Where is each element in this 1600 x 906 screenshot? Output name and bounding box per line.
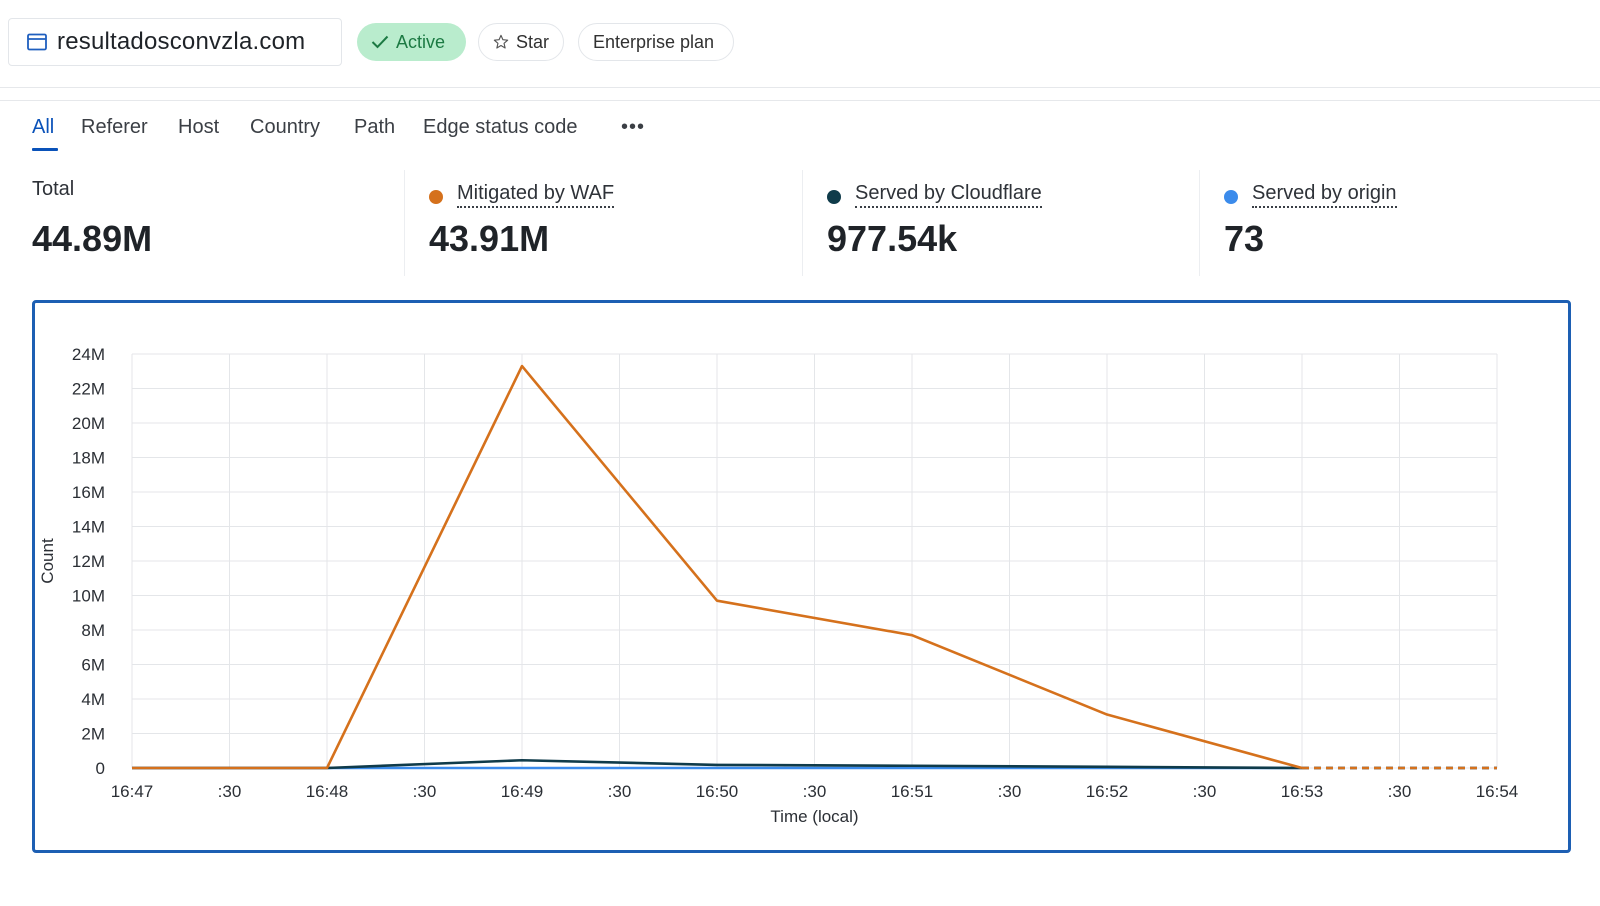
x-tick-label: 16:48: [306, 782, 349, 801]
y-tick-label: 16M: [72, 483, 105, 502]
stat-separator: [1199, 170, 1200, 276]
chart-canvas: 0 2M 4M 6M 8M 10M 12M 14M 16M 18M 20M 22M 24M 16:47 :3…: [38, 345, 1519, 826]
tabs-divider: [0, 100, 1600, 101]
stat-served-by-origin: Served by origin 73: [1200, 170, 1600, 276]
x-tick-label: 16:52: [1086, 782, 1129, 801]
stat-value: 43.91M: [429, 218, 550, 259]
header-divider: [0, 87, 1600, 88]
ellipsis-icon[interactable]: •••: [621, 116, 646, 138]
stat-separator: [404, 170, 405, 276]
tab-referer[interactable]: Referer: [81, 116, 148, 138]
stat-label: Total: [32, 178, 75, 200]
x-tick-label: 16:51: [891, 782, 934, 801]
y-tick-label: 22M: [72, 380, 105, 399]
plan-label: Enterprise plan: [593, 31, 715, 52]
stat-separator: [802, 170, 803, 276]
star-button[interactable]: Star: [478, 23, 564, 61]
status-badge: Active: [357, 23, 466, 61]
y-tick-label: 20M: [72, 414, 105, 433]
tab-host[interactable]: Host: [178, 116, 220, 138]
star-label: Star: [515, 31, 549, 52]
stat-mitigated-by-waf: Mitigated by WAF 43.91M: [405, 170, 802, 276]
stat-served-by-cloudflare: Served by Cloudflare 977.54k: [803, 170, 1199, 276]
tab-edge-status-code[interactable]: Edge status code: [423, 116, 578, 138]
stat-label[interactable]: Mitigated by WAF: [457, 182, 615, 208]
origin-legend-dot: [1224, 190, 1238, 204]
y-tick-label: 10M: [72, 587, 105, 606]
y-tick-label: 8M: [81, 621, 105, 640]
y-tick-label: 24M: [72, 345, 105, 364]
stat-label[interactable]: Served by Cloudflare: [855, 182, 1042, 208]
x-tick-label: :30: [608, 782, 632, 801]
zone-header: resultadosconvzla.com Active Star Enterp…: [0, 0, 1600, 88]
y-tick-label: 6M: [81, 656, 105, 675]
stat-total: Total 44.89M: [0, 170, 404, 276]
traffic-chart[interactable]: 0 2M 4M 6M 8M 10M 12M 14M 16M 18M 20M 22M 24M 16:47 :3…: [32, 300, 1571, 853]
x-tick-label: :30: [803, 782, 827, 801]
y-tick-label: 14M: [72, 518, 105, 537]
domain-name: resultadosconvzla.com: [57, 28, 306, 55]
stat-value: 73: [1224, 218, 1265, 259]
cloudflare-legend-dot: [827, 190, 841, 204]
star-icon: [493, 34, 509, 49]
y-tick-label: 0: [96, 759, 105, 778]
y-axis-title: Count: [38, 538, 57, 584]
stat-label[interactable]: Served by origin: [1252, 182, 1397, 208]
browser-window-icon: [27, 33, 47, 51]
y-tick-label: 2M: [81, 725, 105, 744]
x-tick-label: :30: [998, 782, 1022, 801]
x-tick-label: 16:53: [1281, 782, 1324, 801]
checkmark-icon: [371, 35, 389, 49]
y-tick-label: 4M: [81, 690, 105, 709]
x-tick-label: 16:50: [696, 782, 739, 801]
waf-legend-dot: [429, 190, 443, 204]
series-line-mitigated-by-waf: [132, 364, 1303, 770]
x-tick-label: :30: [1388, 782, 1412, 801]
plan-badge[interactable]: Enterprise plan: [578, 23, 734, 61]
stats-row: Total 44.89M Mitigated by WAF 43.91M Ser…: [0, 170, 1600, 276]
x-tick-label: 16:49: [501, 782, 544, 801]
tab-country[interactable]: Country: [250, 116, 321, 138]
x-tick-label: 16:47: [111, 782, 154, 801]
y-tick-label: 18M: [72, 449, 105, 468]
stat-value: 977.54k: [827, 218, 958, 259]
y-tick-label: 12M: [72, 552, 105, 571]
tab-path[interactable]: Path: [354, 116, 396, 138]
x-tick-label: :30: [413, 782, 437, 801]
x-tick-label: :30: [218, 782, 242, 801]
domain-selector[interactable]: resultadosconvzla.com: [8, 18, 342, 66]
filter-tabs: All Referer Host Country Path Edge statu…: [0, 110, 800, 154]
x-tick-label: :30: [1193, 782, 1217, 801]
x-tick-label: 16:54: [1476, 782, 1519, 801]
stat-value: 44.89M: [32, 218, 153, 259]
tab-all[interactable]: All: [32, 116, 55, 138]
status-label: Active: [396, 31, 446, 52]
active-tab-indicator: [32, 148, 58, 151]
x-axis-title: Time (local): [770, 807, 858, 826]
